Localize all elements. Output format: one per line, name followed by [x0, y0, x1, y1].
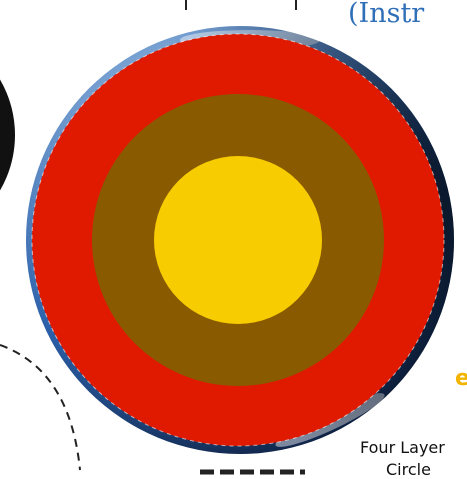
- heading-fragment: (Instr: [348, 0, 425, 29]
- caption-line-1: Four Layer: [360, 438, 445, 457]
- dashed-arc: [0, 344, 81, 471]
- layer-rings: [32, 34, 444, 446]
- left-dark-circle: [0, 79, 15, 191]
- caption-line-2: Circle: [386, 460, 431, 479]
- side-text-fragment: e: [455, 366, 467, 391]
- core: [154, 156, 322, 324]
- left-dark-circle-outline: [0, 69, 21, 201]
- outer-layer-dashed-edge: [31, 33, 445, 447]
